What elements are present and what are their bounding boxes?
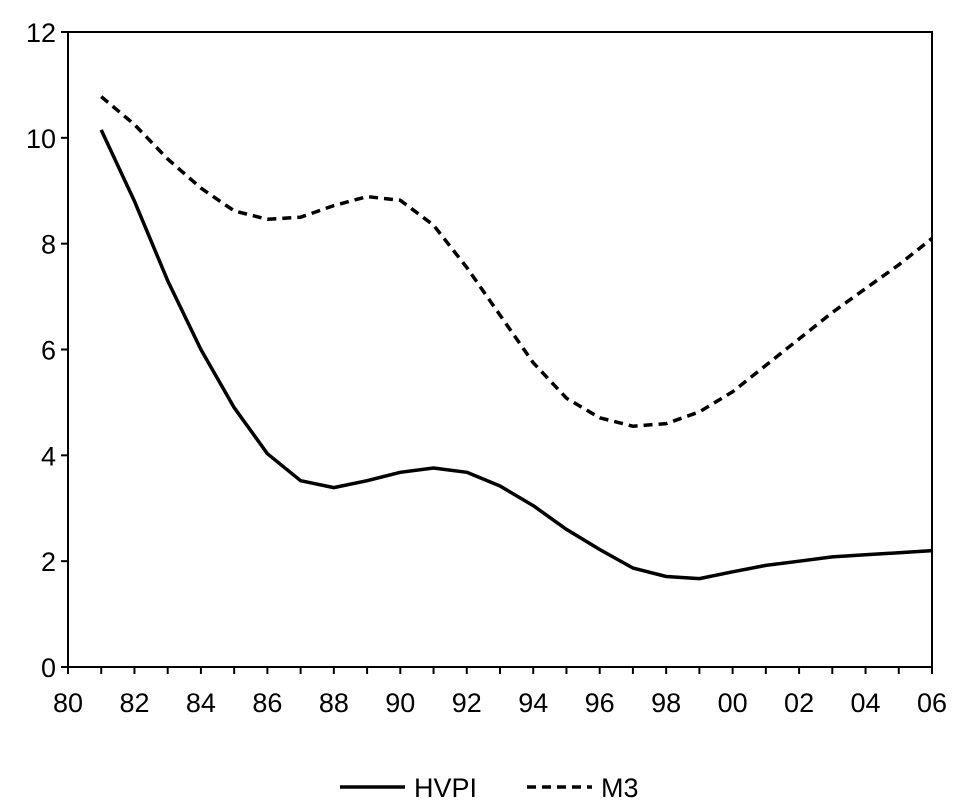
x-tick-label: 00 bbox=[718, 688, 748, 718]
x-tick-label: 06 bbox=[917, 688, 947, 718]
y-axis: 0 2 4 6 8 10 12 bbox=[26, 18, 68, 683]
x-tick-label: 04 bbox=[851, 688, 881, 718]
legend: HVPI M3 bbox=[340, 773, 639, 803]
y-tick-label: 6 bbox=[41, 336, 56, 366]
y-tick-label: 2 bbox=[41, 547, 56, 577]
x-axis: 80 82 84 86 88 90 92 94 96 98 00 02 04 06 bbox=[53, 667, 947, 718]
series-line-hvpi bbox=[99, 129, 933, 581]
x-tick-label: 90 bbox=[385, 688, 415, 718]
y-tick-label: 4 bbox=[41, 441, 56, 471]
x-tick-label: 98 bbox=[651, 688, 681, 718]
x-tick-label: 02 bbox=[784, 688, 814, 718]
y-tick-label: 0 bbox=[41, 653, 56, 683]
x-tick-label: 88 bbox=[319, 688, 349, 718]
legend-label-hvpi: HVPI bbox=[414, 773, 477, 803]
x-tick-label: 80 bbox=[53, 688, 83, 718]
x-tick-label: 96 bbox=[585, 688, 615, 718]
series-line-m3 bbox=[100, 95, 934, 428]
series-layer bbox=[99, 95, 934, 581]
x-tick-label: 84 bbox=[186, 688, 216, 718]
y-tick-label: 8 bbox=[41, 230, 56, 260]
y-tick-label: 12 bbox=[26, 18, 56, 48]
x-tick-label: 94 bbox=[518, 688, 548, 718]
x-tick-label: 92 bbox=[452, 688, 482, 718]
x-tick-label: 86 bbox=[252, 688, 282, 718]
x-tick-label: 82 bbox=[119, 688, 149, 718]
legend-label-m3: M3 bbox=[601, 773, 639, 803]
plot-frame bbox=[67, 31, 933, 668]
y-tick-label: 10 bbox=[26, 124, 56, 154]
